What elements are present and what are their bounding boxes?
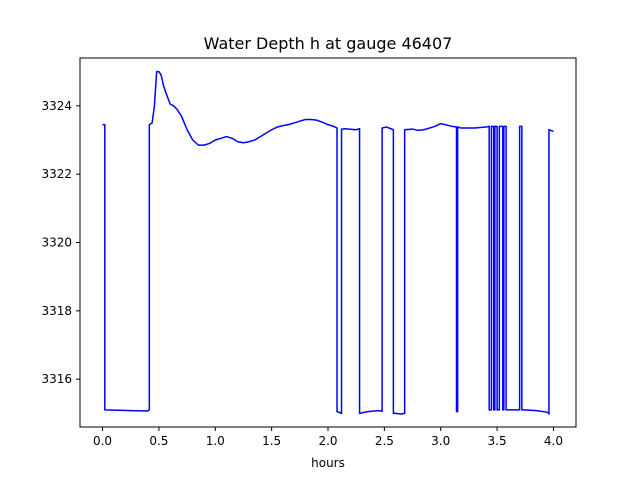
series-line-0: [102, 70, 554, 415]
x-tick-label: 1.5: [262, 434, 281, 448]
y-axis-ticks: 3316 3318 3320 3322 3324: [41, 99, 80, 386]
x-axis-ticks: 0.0 0.5 1.0 1.5 2.0 2.5 3.0 3.5 4.0: [93, 427, 563, 448]
x-tick-label: 4.0: [544, 434, 563, 448]
x-tick-label: 2.5: [375, 434, 394, 448]
x-tick-label: 0.0: [93, 434, 112, 448]
chart-title: Water Depth h at gauge 46407: [204, 34, 453, 53]
y-tick-label: 3324: [41, 99, 72, 113]
x-axis-label: hours: [311, 456, 345, 470]
y-tick-label: 3320: [41, 236, 72, 250]
y-tick-label: 3318: [41, 304, 72, 318]
x-tick-label: 2.0: [318, 434, 337, 448]
x-tick-label: 3.0: [431, 434, 450, 448]
plot-frame: [79, 57, 577, 428]
x-tick-label: 1.0: [206, 434, 225, 448]
y-tick-label: 3322: [41, 167, 72, 181]
x-tick-label: 3.5: [488, 434, 507, 448]
plot-area: [102, 70, 554, 415]
y-tick-label: 3316: [41, 372, 72, 386]
x-tick-label: 0.5: [149, 434, 168, 448]
